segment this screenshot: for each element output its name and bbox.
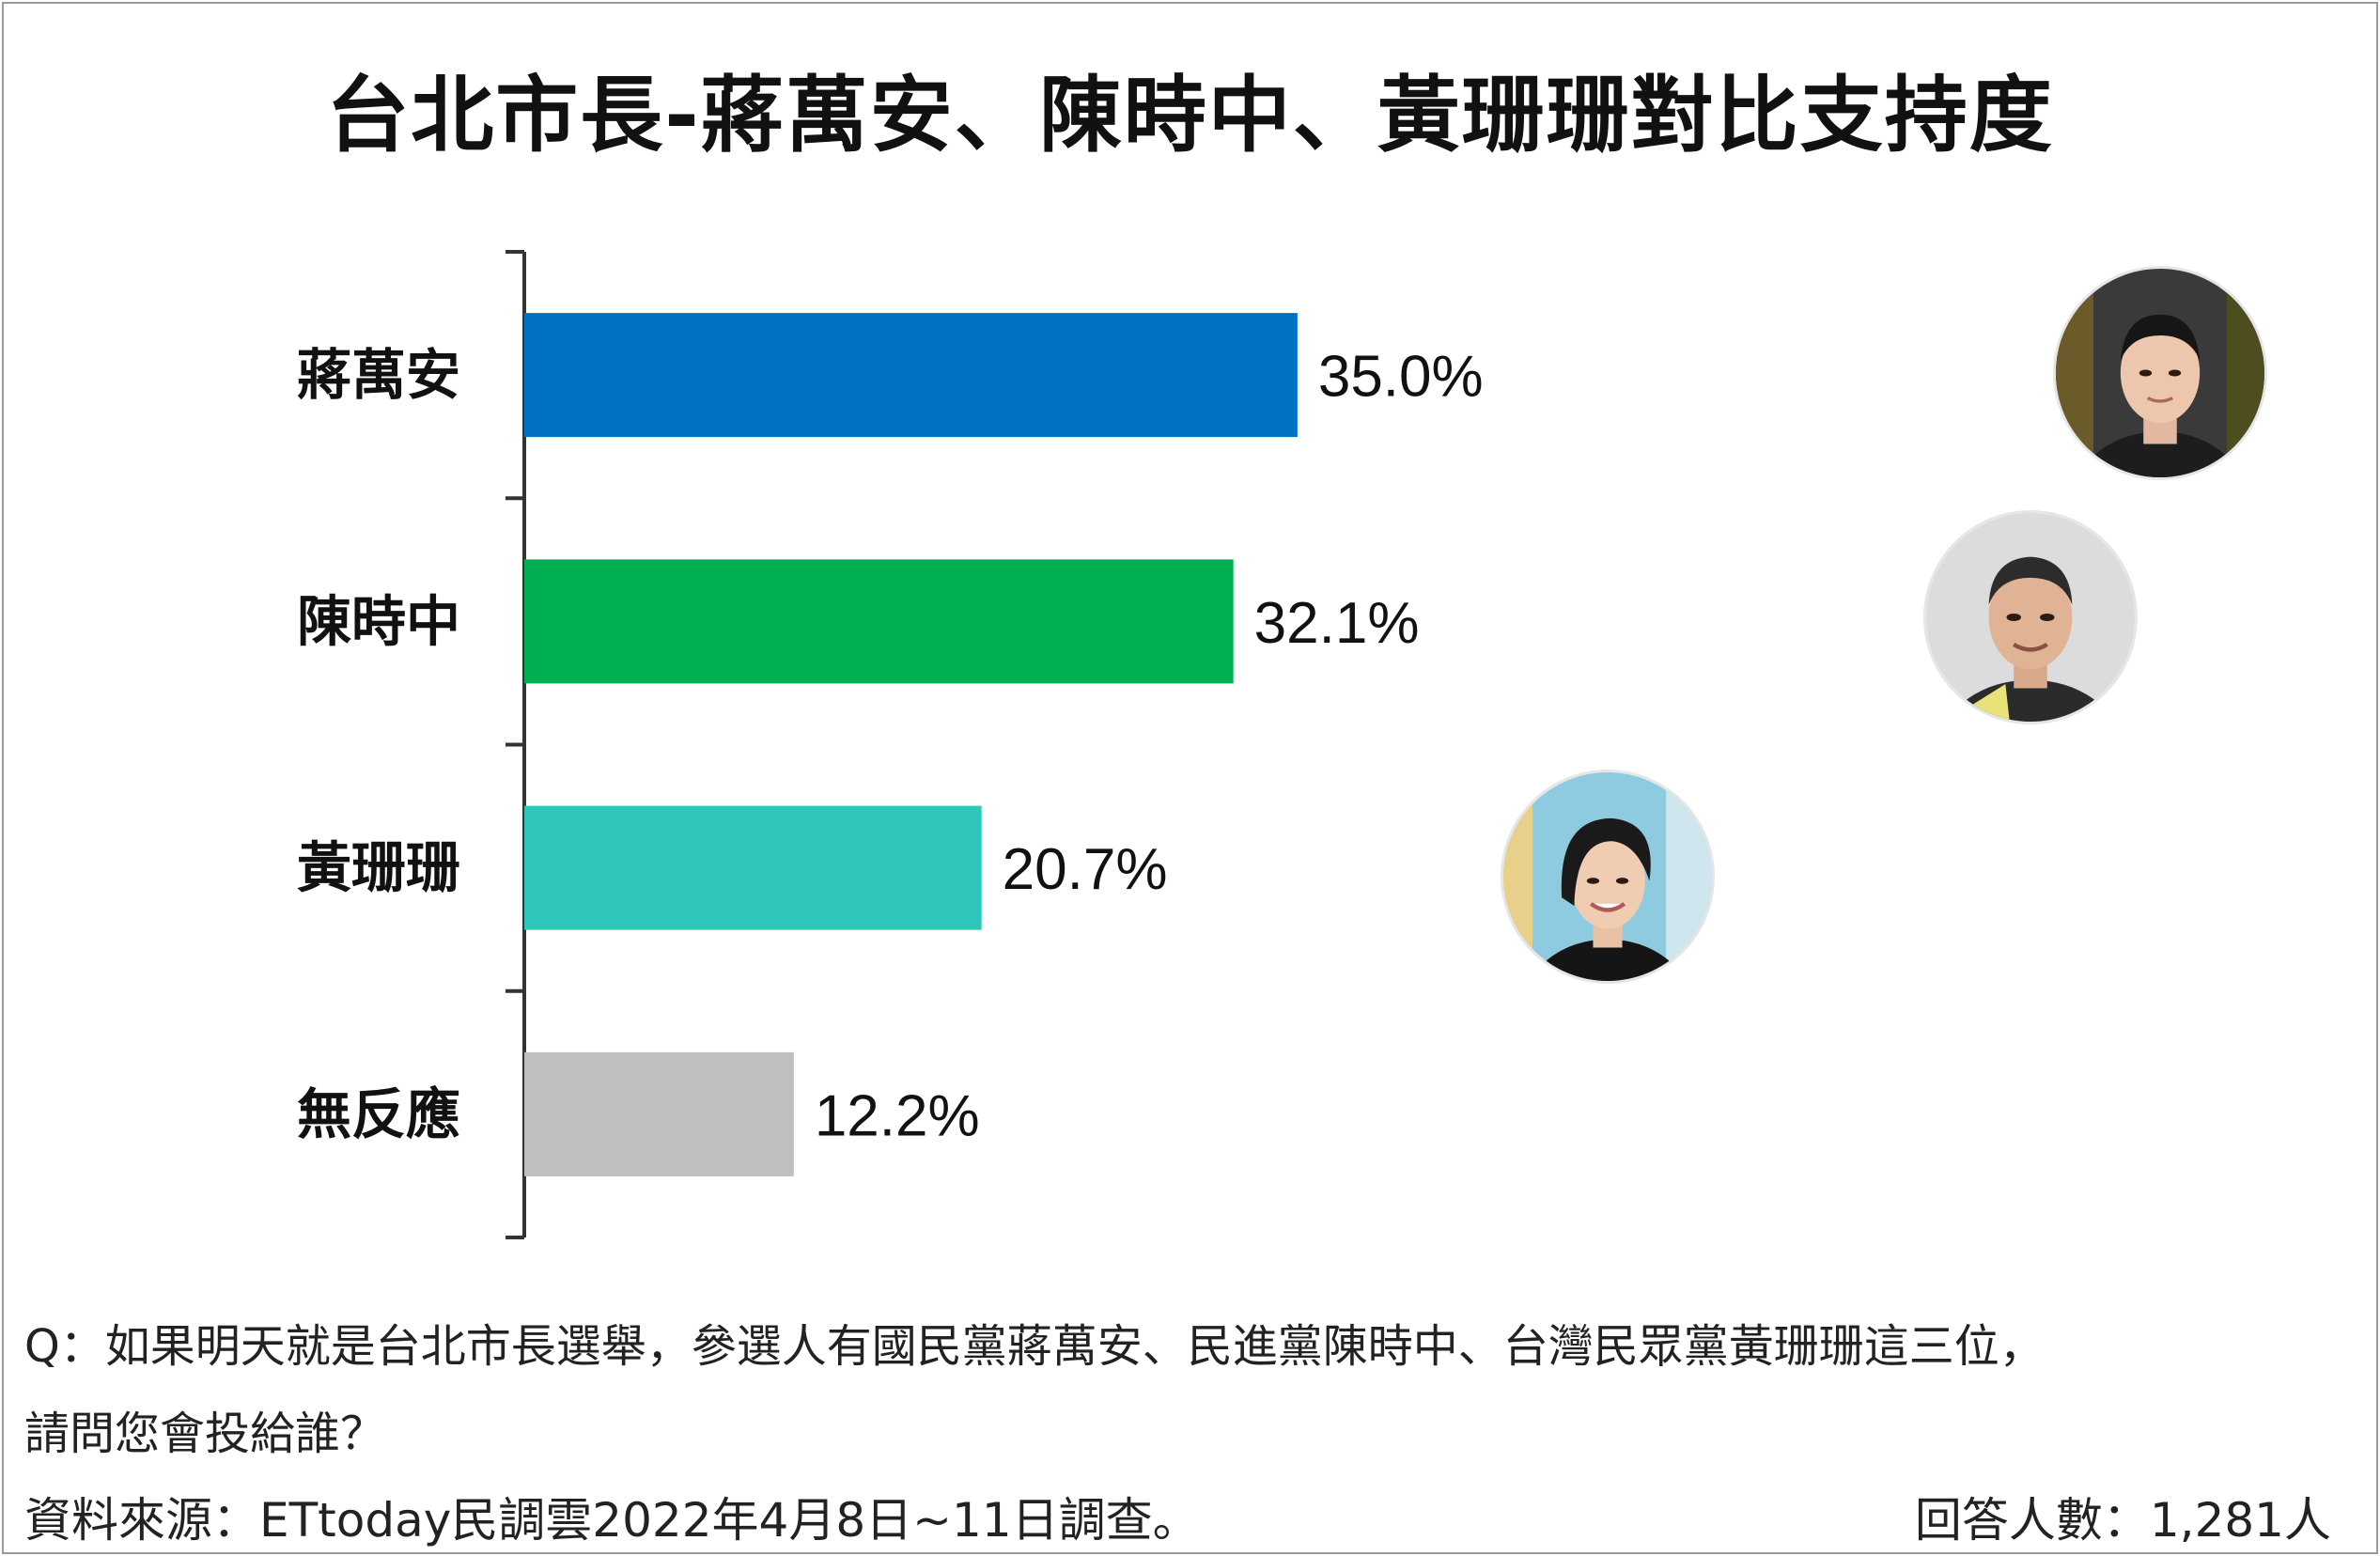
- question-line-2: 請問您會投給誰？: [24, 1408, 386, 1460]
- avatar-candidate-2: [1923, 510, 2138, 724]
- avatar-candidate-3: [1501, 770, 1715, 984]
- candidate-photo-2-icon: [1926, 513, 2135, 722]
- value-label-1: 35.0%: [1318, 345, 1484, 410]
- candidate-photo-1-icon: [2056, 269, 2264, 477]
- category-label-1: 蔣萬安: [297, 343, 460, 407]
- bar-4: [524, 1051, 794, 1176]
- bar-2: [524, 559, 1234, 684]
- category-label-4: 無反應: [297, 1082, 460, 1146]
- avatar-candidate-1: [2053, 266, 2267, 480]
- source-note: 資料來源：ETtoday民調雲2022年4月8日~11日調查。: [24, 1493, 1200, 1548]
- chart-title: 台北市長-蔣萬安、陳時中、黃珊珊對比支持度: [326, 67, 2054, 163]
- value-label-3: 20.7%: [1003, 837, 1168, 902]
- bar-1: [524, 313, 1298, 438]
- bar-3: [524, 805, 982, 930]
- candidate-photo-3-icon: [1503, 772, 1712, 981]
- value-label-2: 32.1%: [1254, 591, 1420, 656]
- category-label-2: 陳時中: [297, 589, 460, 653]
- question-line-1: Q：如果明天就是台北市長選舉，參選人有國民黨蔣萬安、民進黨陳時中、台灣民眾黨黃珊…: [24, 1320, 2045, 1373]
- value-label-4: 12.2%: [815, 1083, 980, 1148]
- category-label-3: 黃珊珊: [297, 836, 460, 900]
- respondent-count: 回答人數：1,281人: [1914, 1493, 2331, 1548]
